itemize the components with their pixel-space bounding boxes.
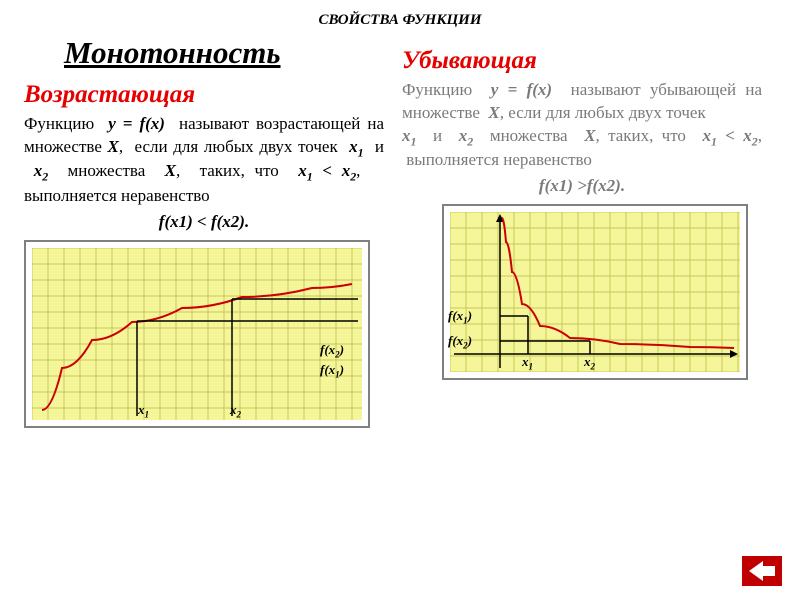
text-decreasing: Функцию у = f(x) называют убывающей на м… [402, 79, 762, 172]
chart-label: x1 [522, 354, 533, 372]
chart-label: f(x2) [320, 342, 344, 360]
heading-increasing: Возрастающая [24, 81, 384, 109]
chart-increasing [24, 240, 370, 428]
chart-decreasing-wrap: f(x1) f(x2) x1 x2 [442, 204, 762, 385]
heading-decreasing: Убывающая [402, 47, 762, 75]
chart-label: f(x2) [448, 333, 472, 351]
text-increasing: Функцию у = f(x) называют возрастающей н… [24, 113, 384, 208]
chart-increasing-wrap: f(x2) f(x1) x1 x2 [24, 240, 384, 433]
column-decreasing: Убывающая Функцию у = f(x) называют убыв… [402, 81, 762, 433]
arrow-left-icon [749, 561, 775, 581]
chart-label: f(x1) [448, 308, 472, 326]
column-increasing: Возрастающая Функцию у = f(x) называют в… [24, 81, 384, 433]
inequality-increasing: f(x1) < f(x2). [24, 212, 384, 232]
chart-label: x2 [230, 402, 241, 420]
page-header: СВОЙСТВА ФУНКЦИИ [0, 0, 800, 29]
chart-label: x1 [138, 402, 149, 420]
back-button[interactable] [742, 556, 782, 586]
chart-increasing-svg [32, 248, 362, 420]
inequality-decreasing: f(x1) >f(x2). [402, 176, 762, 196]
chart-label: x2 [584, 354, 595, 372]
content-columns: Возрастающая Функцию у = f(x) называют в… [0, 81, 800, 433]
chart-decreasing-svg [450, 212, 740, 372]
chart-label: f(x1) [320, 362, 344, 380]
